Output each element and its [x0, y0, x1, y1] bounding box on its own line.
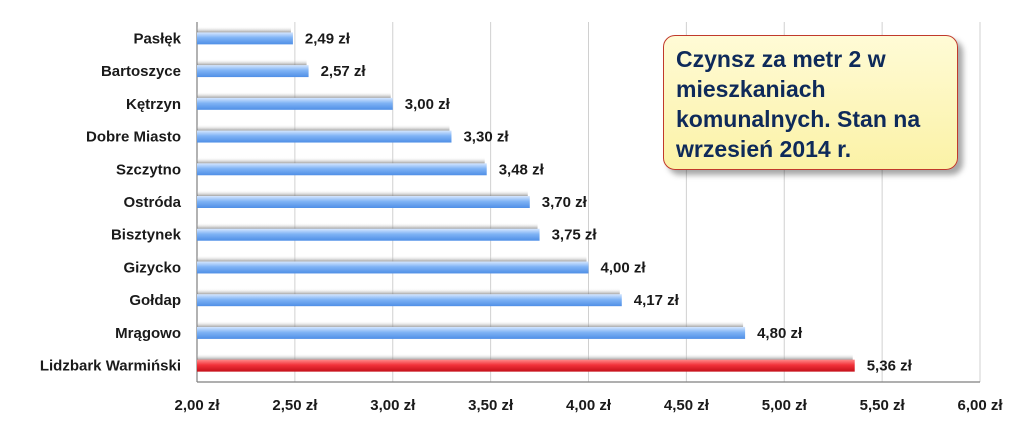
value-label: 4,80 zł: [757, 325, 803, 342]
x-tick-label: 5,00 zł: [762, 397, 808, 414]
bar-shadow: [197, 190, 528, 197]
x-tick-label: 2,00 zł: [174, 397, 220, 414]
x-tick-label: 5,50 zł: [860, 397, 906, 414]
category-label: Mrągowo: [115, 325, 181, 342]
bar-shadow: [197, 222, 538, 230]
bar-shadow: [197, 157, 485, 165]
bar: [197, 163, 487, 176]
value-label: 2,57 zł: [321, 63, 367, 80]
bar-shadow: [197, 320, 744, 328]
value-label: 4,17 zł: [634, 292, 680, 309]
bar: [197, 294, 622, 307]
value-label: 3,70 zł: [542, 194, 588, 211]
category-label: Gołdap: [129, 292, 181, 309]
value-label: 3,00 zł: [405, 96, 451, 113]
x-tick-label: 3,00 zł: [370, 397, 416, 414]
category-label: Ostróda: [123, 194, 181, 211]
bar-shadow: [197, 288, 620, 296]
bars: [197, 26, 855, 372]
bar-shadow: [197, 255, 587, 263]
category-label: Lidzbark Warmiński: [40, 358, 181, 375]
bar: [197, 97, 393, 110]
category-label: Szczytno: [116, 161, 181, 178]
bar-highlight: [197, 359, 855, 372]
category-label: Gizycko: [123, 259, 181, 276]
bar: [197, 196, 530, 208]
category-label: Bisztynek: [111, 227, 182, 244]
x-tick-label: 6,00 zł: [957, 397, 1003, 414]
labels: 2,00 zł 2,50 zł 3,00 zł 3,50 zł 4,00 zł 4,50 …: [40, 30, 1004, 414]
value-label: 3,48 zł: [499, 161, 545, 178]
value-label: 3,30 zł: [463, 129, 509, 146]
x-tick-label: 2,50 zł: [272, 397, 318, 414]
value-label: 3,75 zł: [552, 227, 598, 244]
bar-shadow: [197, 91, 391, 99]
value-label: 4,00 zł: [601, 259, 647, 276]
category-label: Kętrzyn: [126, 96, 181, 113]
bar: [197, 228, 540, 241]
bar: [197, 261, 589, 274]
x-tick-label: 4,50 zł: [664, 397, 710, 414]
bar: [197, 130, 452, 143]
bar: [197, 65, 309, 78]
chart-title: Czynsz za metr 2 w mieszkaniach komunaln…: [676, 46, 921, 162]
bar-shadow: [197, 124, 450, 132]
bar: [197, 326, 746, 339]
x-tick-label: 3,50 zł: [468, 397, 514, 414]
category-label: Bartoszyce: [101, 63, 181, 80]
category-label: Pasłęk: [133, 30, 181, 47]
bar: [197, 32, 293, 45]
chart-title-box: Czynsz za metr 2 w mieszkaniach komunaln…: [663, 35, 958, 170]
bar-shadow: [197, 353, 853, 361]
value-label: 5,36 zł: [867, 358, 913, 375]
value-label: 2,49 zł: [305, 30, 351, 47]
bar-shadow: [197, 59, 307, 67]
x-tick-label: 4,00 zł: [566, 397, 612, 414]
bar-shadow: [197, 26, 291, 34]
category-label: Dobre Miasto: [86, 129, 181, 146]
